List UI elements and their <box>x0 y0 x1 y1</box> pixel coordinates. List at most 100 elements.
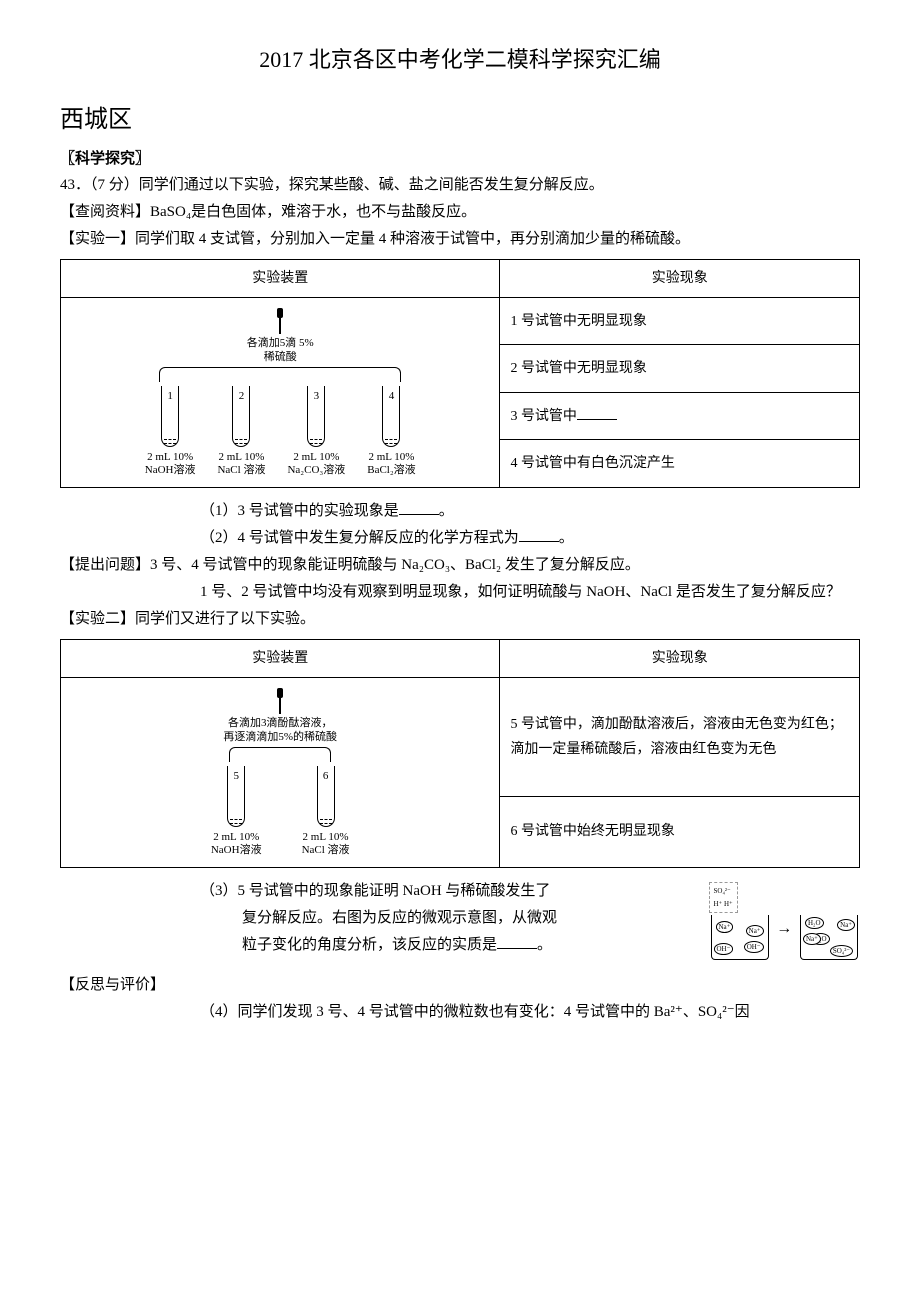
sub-q1-text: （1）3 号试管中的实验现象是 <box>200 503 399 519</box>
question-intro: 43．（7 分）同学们通过以下实验，探究某些酸、碱、盐之间能否发生复分解反应。 <box>60 172 860 199</box>
tube-5-vol: 2 mL 10% <box>213 831 259 844</box>
exp1-tube-row: 1 2 mL 10% NaOH溶液 2 2 mL 10% NaCl 溶液 3 2… <box>71 386 489 477</box>
exp2-dropper-label-1: 各滴加3滴酚酞溶液， <box>223 716 337 730</box>
tube-6-sol: NaCl 溶液 <box>302 844 350 857</box>
tube-3-vol: 2 mL 10% <box>293 451 339 464</box>
sub-question-1: （1）3 号试管中的实验现象是 。 <box>60 498 860 525</box>
tube-4-num: 4 <box>383 390 399 403</box>
exp2-diagram-cell: 各滴加3滴酚酞溶液， 再逐滴滴加5%的稀硫酸 5 2 mL 10% NaOH溶液… <box>61 678 500 868</box>
ion-label: H⁺ <box>714 900 723 908</box>
exp1-obs-4: 4 号试管中有白色沉淀产生 <box>500 440 860 488</box>
ion-label: SO₄²⁻ <box>714 887 731 895</box>
tube-2: 2 2 mL 10% NaCl 溶液 <box>217 386 265 477</box>
blank-fill <box>519 526 559 542</box>
tube-5: 5 2 mL 10% NaOH溶液 <box>211 766 262 857</box>
raise-line-1: 3 号、4 号试管中的现象能证明硫酸与 Na₂CO₃、BaCl₂ 发生了复分解反… <box>150 557 640 573</box>
exp1-line: 【实验一】同学们取 4 支试管，分别加入一定量 4 种溶液于试管中，再分别滴加少… <box>60 226 860 253</box>
exp1-table: 实验装置 实验现象 各滴加5滴 5% 稀硫酸 1 2 mL 10% NaOH溶液 <box>60 259 860 488</box>
period: 。 <box>559 530 574 546</box>
raise-question-block: 【提出问题】3 号、4 号试管中的现象能证明硫酸与 Na₂CO₃、BaCl₂ 发… <box>60 552 860 579</box>
bracket-icon <box>159 367 401 382</box>
exp1-diagram-cell: 各滴加5滴 5% 稀硫酸 1 2 mL 10% NaOH溶液 2 2 mL 10… <box>61 297 500 487</box>
exp2-dropper: 各滴加3滴酚酞溶液， 再逐滴滴加5%的稀硫酸 <box>71 688 489 745</box>
ion-label: Na⁺ <box>716 921 734 933</box>
sub-q3-line-3-text: 粒子变化的角度分析，该反应的实质是 <box>242 937 497 953</box>
district-heading: 西城区 <box>60 98 860 141</box>
tube-2-num: 2 <box>233 390 249 403</box>
exp1-dropper-label-2: 稀硫酸 <box>247 350 314 364</box>
table-header-observation-2: 实验现象 <box>500 639 860 677</box>
dropper-icon <box>277 688 283 714</box>
tube-6-vol: 2 mL 10% <box>303 831 349 844</box>
exp1-text: 同学们取 4 支试管，分别加入一定量 4 种溶液于试管中，再分别滴加少量的稀硫酸… <box>135 231 690 247</box>
reflect-label: 【反思与评价】 <box>60 972 860 999</box>
drip-ions-box: SO₄²⁻ H⁺ H⁺ <box>709 882 738 913</box>
section-label: 〖科学探究〗 <box>60 145 860 172</box>
tube-3: 3 2 mL 10% Na₂CO₃溶液 <box>287 386 345 477</box>
tube-5-num: 5 <box>228 770 244 783</box>
exp1-dropper: 各滴加5滴 5% 稀硫酸 <box>71 308 489 365</box>
tube-3-sol: Na₂CO₃溶液 <box>287 464 345 477</box>
tube-3-num: 3 <box>308 390 324 403</box>
exp2-tube-row: 5 2 mL 10% NaOH溶液 6 2 mL 10% NaCl 溶液 <box>71 766 489 857</box>
sub-q2-text: （2）4 号试管中发生复分解反应的化学方程式为 <box>200 530 519 546</box>
exp1-obs-2: 2 号试管中无明显现象 <box>500 345 860 392</box>
sub-question-4: （4）同学们发现 3 号、4 号试管中的微粒数也有变化：4 号试管中的 Ba²⁺… <box>60 999 860 1026</box>
page-title: 2017 北京各区中考化学二模科学探究汇编 <box>60 40 860 80</box>
period: 。 <box>537 937 552 953</box>
raise-line-2: 1 号、2 号试管中均没有观察到明显现象，如何证明硫酸与 NaOH、NaCl 是… <box>60 579 860 606</box>
tube-1: 1 2 mL 10% NaOH溶液 <box>145 386 196 477</box>
bracket-icon <box>229 747 331 762</box>
exp1-obs-1: 1 号试管中无明显现象 <box>500 297 860 344</box>
exp1-obs-3: 3 号试管中 <box>500 392 860 439</box>
arrow-right-icon: → <box>776 915 792 944</box>
ion-label: H⁺ <box>724 900 733 908</box>
sub-question-2: （2）4 号试管中发生复分解反应的化学方程式为 。 <box>60 525 860 552</box>
tube-1-sol: NaOH溶液 <box>145 464 196 477</box>
ion-label: OH⁻ <box>744 941 764 953</box>
tube-2-vol: 2 mL 10% <box>218 451 264 464</box>
beaker-after: H₂O Na⁺ H₂O Na⁺ SO₄²⁻ <box>800 915 858 960</box>
tube-1-vol: 2 mL 10% <box>147 451 193 464</box>
question-intro-text: 同学们通过以下实验，探究某些酸、碱、盐之间能否发生复分解反应。 <box>139 177 604 193</box>
tube-6: 6 2 mL 10% NaCl 溶液 <box>302 766 350 857</box>
exp2-line: 【实验二】同学们又进行了以下实验。 <box>60 606 860 633</box>
lookup-text: BaSO₄是白色固体，难溶于水，也不与盐酸反应。 <box>150 204 476 220</box>
ion-label: SO₄²⁻ <box>830 945 853 957</box>
ion-label: Na⁺ <box>837 919 855 931</box>
exp1-dropper-label-1: 各滴加5滴 5% <box>247 336 314 350</box>
tube-5-sol: NaOH溶液 <box>211 844 262 857</box>
sub-question-3: SO₄²⁻ H⁺ H⁺ Na⁺ Na⁺ OH⁻ OH⁻ → H₂O Na⁺ H₂… <box>60 878 860 960</box>
tube-4-sol: BaCl₂溶液 <box>367 464 415 477</box>
blank-fill <box>399 499 439 515</box>
exp1-label: 【实验一】 <box>60 231 135 247</box>
blank-fill <box>577 405 617 420</box>
exp2-table: 实验装置 实验现象 各滴加3滴酚酞溶液， 再逐滴滴加5%的稀硫酸 5 2 mL … <box>60 639 860 868</box>
dropper-icon <box>277 308 283 334</box>
question-number: 43．（7 分） <box>60 177 139 193</box>
table-header-apparatus: 实验装置 <box>61 259 500 297</box>
tube-2-sol: NaCl 溶液 <box>217 464 265 477</box>
ion-label: H₂O <box>805 917 824 929</box>
exp2-text: 同学们又进行了以下实验。 <box>135 611 315 627</box>
tube-4: 4 2 mL 10% BaCl₂溶液 <box>367 386 415 477</box>
table-header-apparatus-2: 实验装置 <box>61 639 500 677</box>
blank-fill <box>497 933 537 949</box>
beaker-before: Na⁺ Na⁺ OH⁻ OH⁻ <box>711 915 769 960</box>
table-header-observation: 实验现象 <box>500 259 860 297</box>
tube-6-num: 6 <box>318 770 334 783</box>
tube-4-vol: 2 mL 10% <box>368 451 414 464</box>
micro-diagram: SO₄²⁻ H⁺ H⁺ Na⁺ Na⁺ OH⁻ OH⁻ → H₂O Na⁺ H₂… <box>709 882 861 960</box>
exp2-obs-6: 6 号试管中始终无明显现象 <box>500 796 860 867</box>
exp2-obs-5: 5 号试管中，滴加酚酞溶液后，溶液由无色变为红色；滴加一定量稀硫酸后，溶液由红色… <box>500 678 860 797</box>
ion-label: OH⁻ <box>714 943 734 955</box>
exp2-dropper-label-2: 再逐滴滴加5%的稀硫酸 <box>223 730 337 744</box>
lookup-line: 【查阅资料】BaSO₄是白色固体，难溶于水，也不与盐酸反应。 <box>60 199 860 226</box>
period: 。 <box>439 503 454 519</box>
exp1-obs-3-text: 3 号试管中 <box>510 409 577 424</box>
lookup-label: 【查阅资料】 <box>60 204 150 220</box>
raise-label: 【提出问题】 <box>60 557 150 573</box>
ion-label: Na⁺ <box>746 925 764 937</box>
tube-1-num: 1 <box>162 390 178 403</box>
exp2-label: 【实验二】 <box>60 611 135 627</box>
